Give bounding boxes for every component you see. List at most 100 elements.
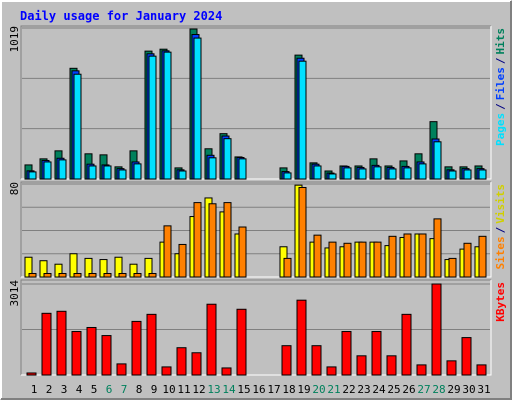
bar: [133, 163, 142, 180]
bar: [58, 159, 67, 180]
x-tick-label: 11: [177, 383, 190, 396]
x-tick-label: 1: [31, 383, 38, 396]
bar: [296, 299, 307, 376]
bar: [433, 141, 442, 180]
legend-entry: KBytes: [494, 282, 507, 322]
x-tick-label: 31: [477, 383, 490, 396]
bar: [358, 168, 367, 180]
legend-entry: Sites: [494, 236, 507, 269]
bar: [403, 167, 412, 180]
legend: Sites / Visits: [494, 184, 507, 270]
legend: Pages / Files / Hits: [494, 28, 507, 146]
x-tick-label: 25: [387, 383, 400, 396]
x-tick-label: 3: [61, 383, 68, 396]
bar: [418, 163, 427, 180]
bar: [58, 273, 67, 278]
bar: [41, 312, 52, 376]
bar: [461, 337, 472, 376]
legend-entry: Visits: [494, 184, 507, 224]
bar: [478, 169, 487, 180]
legend: KBytes: [494, 282, 507, 322]
bar: [373, 241, 382, 278]
x-tick-label: 17: [267, 383, 280, 396]
plot-border-dark: [20, 279, 491, 375]
bar: [191, 352, 202, 376]
bar: [388, 235, 397, 278]
legend-entry: Files: [494, 67, 507, 100]
bar: [448, 257, 457, 278]
bar: [223, 138, 232, 180]
bar: [73, 73, 82, 180]
bar: [343, 242, 352, 278]
x-tick-label: 7: [121, 383, 128, 396]
x-tick-label: 23: [357, 383, 370, 396]
bar: [298, 186, 307, 278]
legend-separator: /: [494, 57, 507, 64]
bar: [236, 308, 247, 376]
bar: [28, 273, 37, 278]
bar: [86, 326, 97, 376]
plot-area: [21, 182, 491, 277]
bar: [71, 331, 82, 376]
bar: [463, 169, 472, 180]
bar: [221, 367, 232, 376]
bar: [103, 273, 112, 278]
bar: [28, 171, 37, 180]
bar: [238, 158, 247, 180]
x-tick-label: 24: [372, 383, 386, 396]
x-tick-label: 28: [432, 383, 445, 396]
bar: [43, 273, 52, 278]
bar: [238, 226, 247, 278]
bar: [418, 233, 427, 278]
bar: [206, 303, 217, 376]
bar: [161, 366, 172, 376]
bar: [73, 273, 82, 278]
x-tick-label: 19: [297, 383, 310, 396]
bar: [371, 331, 382, 376]
x-tick-label: 26: [402, 383, 415, 396]
x-tick-label: 30: [462, 383, 475, 396]
bar: [328, 173, 337, 180]
bar: [56, 310, 67, 376]
bar: [343, 167, 352, 180]
bar: [448, 170, 457, 180]
y-tick-label: 1019: [8, 26, 21, 53]
bar: [88, 165, 97, 180]
bar: [401, 313, 412, 376]
bar: [373, 166, 382, 180]
bar: [101, 335, 112, 376]
bar: [313, 165, 322, 180]
bar: [431, 283, 442, 376]
x-tick-label: 27: [417, 383, 430, 396]
plot-border-dark: [20, 181, 491, 277]
bar: [386, 355, 397, 376]
plot-border-dark: [20, 25, 491, 179]
bar: [388, 168, 397, 180]
bar: [193, 37, 202, 180]
bar: [223, 202, 232, 278]
bar: [148, 273, 157, 278]
bar: [478, 235, 487, 278]
x-tick-label: 20: [312, 383, 325, 396]
bar: [433, 218, 442, 278]
x-tick-label: 6: [106, 383, 113, 396]
x-tick-label: 29: [447, 383, 460, 396]
x-tick-label: 10: [162, 383, 175, 396]
bar: [133, 273, 142, 278]
plot-area: [21, 26, 491, 179]
bar: [416, 364, 427, 376]
legend-entry: Pages: [494, 113, 507, 146]
bar: [313, 234, 322, 278]
bar: [463, 242, 472, 278]
bar: [311, 345, 322, 376]
bar: [146, 313, 157, 376]
bar: [208, 157, 217, 180]
x-tick-label: 2: [46, 383, 53, 396]
bar: [208, 203, 217, 278]
x-tick-label: 12: [192, 383, 205, 396]
x-tick-label: 22: [342, 383, 355, 396]
bar: [148, 55, 157, 180]
